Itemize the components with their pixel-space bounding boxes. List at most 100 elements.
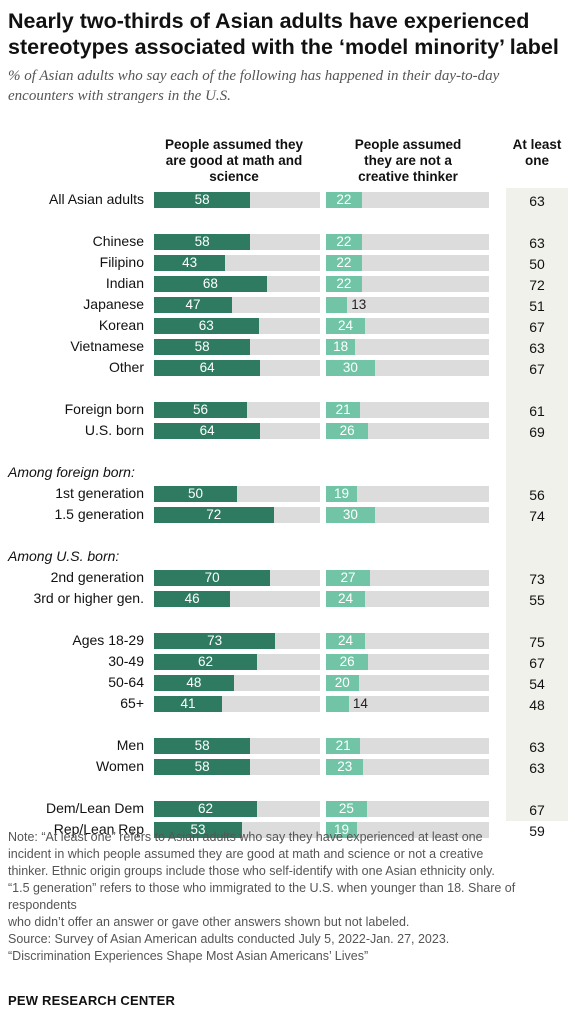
row-label: 30-49 — [108, 653, 144, 669]
creative-bar — [326, 192, 362, 208]
at-least-one-value: 61 — [529, 403, 545, 419]
math-track: 58 — [154, 234, 320, 250]
math-bar — [154, 276, 267, 292]
creative-track: 13 — [326, 297, 489, 313]
row-label: 65+ — [120, 695, 144, 711]
at-least-one-value: 54 — [529, 676, 545, 692]
math-value-label: 43 — [182, 255, 198, 270]
creative-value-label: 27 — [340, 570, 356, 585]
creative-track: 22 — [326, 255, 489, 271]
math-bar — [154, 297, 233, 313]
creative-bar — [326, 486, 357, 502]
math-track: 70 — [154, 570, 320, 586]
row-label: Filipino — [99, 254, 144, 270]
row-label: 50-64 — [108, 674, 144, 690]
column-header-math: People assumed they are good at math and s… — [164, 137, 304, 184]
creative-track: 23 — [326, 759, 489, 775]
group-label: Among U.S. born: — [8, 548, 120, 564]
math-value-label: 64 — [199, 423, 215, 438]
creative-track: 26 — [326, 423, 489, 439]
group-label: Among foreign born: — [8, 464, 135, 480]
math-value-label: 68 — [202, 276, 218, 291]
creative-track: 21 — [326, 738, 489, 754]
at-least-one-value: 63 — [529, 340, 545, 356]
creative-value-label: 18 — [333, 339, 349, 354]
creative-bar — [326, 339, 356, 355]
creative-track: 26 — [326, 654, 489, 670]
creative-track: 24 — [326, 633, 489, 649]
math-track: 63 — [154, 318, 320, 334]
creative-bar — [326, 402, 361, 418]
creative-value-label: 30 — [342, 507, 358, 522]
math-bar — [154, 402, 247, 418]
creative-value-label: 30 — [342, 360, 358, 375]
math-bar — [154, 234, 251, 250]
row-label: Korean — [98, 317, 144, 333]
math-track: 50 — [154, 486, 320, 502]
at-least-one-value: 67 — [529, 655, 545, 671]
math-bar — [154, 507, 274, 523]
row-label: Rep/Lean Rep — [53, 821, 144, 837]
math-value-label: 63 — [198, 318, 214, 333]
creative-value-label: 22 — [336, 276, 352, 291]
creative-bar — [326, 507, 375, 523]
at-least-one-value: 73 — [529, 571, 545, 587]
math-track: 56 — [154, 402, 320, 418]
at-least-one-value: 67 — [529, 319, 545, 335]
creative-track: 27 — [326, 570, 489, 586]
at-least-one-value: 48 — [529, 697, 545, 713]
chart-title: Nearly two-thirds of Asian adults have e… — [8, 9, 559, 59]
math-bar — [154, 738, 251, 754]
creative-value-label: 13 — [351, 297, 367, 312]
math-value-label: 56 — [192, 402, 208, 417]
creative-track: 22 — [326, 276, 489, 292]
source-footer: PEW RESEARCH CENTER — [8, 993, 176, 1008]
creative-bar — [326, 234, 362, 250]
creative-track: 25 — [326, 801, 489, 817]
creative-track: 21 — [326, 402, 489, 418]
at-least-one-value: 63 — [529, 739, 545, 755]
math-value-label: 50 — [187, 486, 204, 501]
at-least-one-value: 63 — [529, 235, 545, 251]
note-line: Note: “At least one” refers to Asian adu… — [8, 830, 483, 844]
at-least-one-value: 55 — [529, 592, 545, 608]
note-line: thinker. Ethnic origin groups include th… — [8, 864, 495, 878]
chart-note: Note: “At least one” refers to Asian adu… — [8, 829, 570, 965]
note-line: respondents — [8, 898, 77, 912]
creative-value-label: 22 — [336, 234, 352, 249]
at-least-one-value: 51 — [529, 298, 545, 314]
math-value-label: 58 — [194, 738, 210, 753]
note-line: Source: Survey of Asian American adults … — [8, 932, 450, 946]
math-track: 62 — [154, 801, 320, 817]
at-least-one-value: 67 — [529, 802, 545, 818]
creative-value-label: 21 — [335, 402, 351, 417]
math-track: 41 — [154, 696, 320, 712]
row-label: 2nd generation — [50, 569, 144, 585]
at-least-one-value: 63 — [529, 193, 545, 209]
math-bar — [154, 423, 261, 439]
math-value-label: 62 — [197, 654, 213, 669]
math-bar — [154, 696, 223, 712]
at-least-one-column-background — [506, 188, 568, 821]
creative-track: 19 — [326, 486, 489, 502]
math-value-label: 62 — [197, 801, 213, 816]
creative-bar — [326, 360, 375, 376]
at-least-one-value: 56 — [529, 487, 545, 503]
at-least-one-value: 63 — [529, 760, 545, 776]
creative-bar — [326, 696, 349, 712]
row-label: Chinese — [92, 233, 144, 249]
math-bar — [154, 255, 226, 271]
note-line: incident in which people assumed they ar… — [8, 847, 484, 861]
creative-value-label: 23 — [337, 759, 353, 774]
math-bar — [154, 822, 242, 838]
creative-track: 20 — [326, 675, 489, 691]
row-label: 3rd or higher gen. — [33, 590, 144, 606]
creative-value-label: 24 — [338, 318, 354, 333]
row-label: Indian — [105, 275, 144, 291]
math-track: 58 — [154, 759, 320, 775]
math-bar — [154, 570, 271, 586]
math-track: 68 — [154, 276, 320, 292]
math-track: 53 — [154, 822, 320, 838]
creative-value-label: 21 — [335, 738, 351, 753]
creative-bar — [326, 255, 362, 271]
